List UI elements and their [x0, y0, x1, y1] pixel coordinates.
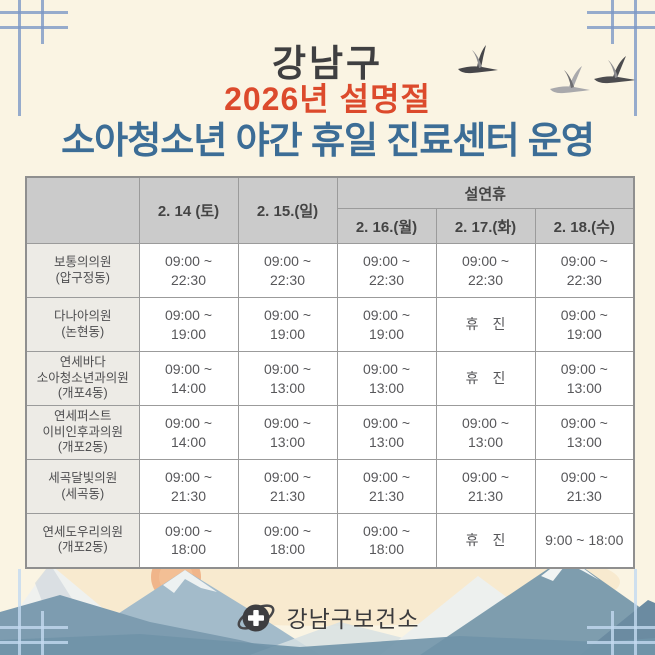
table-row: 세곡달빛의원 (세곡동) 09:00 ~ 21:30 09:00 ~ 21:30… — [25, 459, 635, 514]
col-header-tue: 2. 17.(화) — [435, 208, 536, 244]
time-cell: 09:00 ~ 14:00 — [138, 405, 239, 460]
table-row: 보통의의원 (압구정동) 09:00 ~ 22:30 09:00 ~ 22:30… — [25, 243, 635, 298]
hospital-name: 세곡달빛의원 (세곡동) — [25, 459, 140, 514]
holiday-group-header: 설연휴 — [336, 176, 635, 209]
corner-cell — [25, 176, 140, 244]
col-header-wed: 2. 18.(수) — [534, 208, 635, 244]
hospital-name: 보통의의원 (압구정동) — [25, 243, 140, 298]
closed-cell: 휴 진 — [435, 297, 536, 352]
time-cell: 09:00 ~ 21:30 — [138, 459, 239, 514]
time-cell: 09:00 ~ 21:30 — [336, 459, 437, 514]
closed-cell: 휴 진 — [435, 351, 536, 406]
col-header-sun: 2. 15.(일) — [237, 176, 338, 244]
time-cell: 09:00 ~ 13:00 — [336, 351, 437, 406]
hospital-name: 연세도우리의원 (개포2동) — [25, 513, 140, 568]
time-cell: 09:00 ~ 22:30 — [138, 243, 239, 298]
time-cell: 09:00 ~ 13:00 — [237, 405, 338, 460]
time-cell: 09:00 ~ 21:30 — [534, 459, 635, 514]
closed-cell: 휴 진 — [435, 513, 536, 568]
medical-cross-circle-icon — [237, 604, 274, 632]
time-cell: 09:00 ~ 13:00 — [534, 351, 635, 406]
time-cell: 09:00 ~ 18:00 — [336, 513, 437, 568]
table-row: 연세도우리의원 (개포2동) 09:00 ~ 18:00 09:00 ~ 18:… — [25, 513, 635, 568]
time-cell: 09:00 ~ 13:00 — [534, 405, 635, 460]
table-row: 다나아의원 (논현동) 09:00 ~ 19:00 09:00 ~ 19:00 … — [25, 297, 635, 352]
time-cell: 09:00 ~ 13:00 — [336, 405, 437, 460]
time-cell: 09:00 ~ 14:00 — [138, 351, 239, 406]
time-cell: 09:00 ~ 22:30 — [435, 243, 536, 298]
time-cell: 09:00 ~ 19:00 — [534, 297, 635, 352]
hospital-name: 연세퍼스트 이비인후과의원 (개포2동) — [25, 405, 140, 460]
schedule-table: 2. 14 (토) 2. 15.(일) 설연휴 2. 16.(월) 2. 17.… — [25, 176, 636, 569]
time-cell: 9:00 ~ 18:00 — [534, 513, 635, 568]
time-cell: 09:00 ~ 18:00 — [138, 513, 239, 568]
time-cell: 09:00 ~ 19:00 — [237, 297, 338, 352]
page-title-subject: 소아청소년 야간 휴일 진료센터 운영 — [61, 120, 595, 161]
time-cell: 09:00 ~ 22:30 — [336, 243, 437, 298]
col-header-sat: 2. 14 (토) — [138, 176, 239, 244]
time-cell: 09:00 ~ 13:00 — [237, 351, 338, 406]
page-title-district: 강남구 — [271, 43, 384, 84]
hospital-name: 다나아의원 (논현동) — [25, 297, 140, 352]
col-header-mon: 2. 16.(월) — [336, 208, 437, 244]
health-center-name: 강남구보건소 — [286, 606, 420, 632]
footer-logo: 강남구보건소 — [0, 597, 655, 637]
crane-icons — [458, 45, 636, 94]
time-cell: 09:00 ~ 19:00 — [336, 297, 437, 352]
hospital-name: 연세바다 소아청소년과의원 (개포4동) — [25, 351, 140, 406]
table-row: 연세바다 소아청소년과의원 (개포4동) 09:00 ~ 14:00 09:00… — [25, 351, 635, 406]
time-cell: 09:00 ~ 22:30 — [534, 243, 635, 298]
time-cell: 09:00 ~ 21:30 — [237, 459, 338, 514]
time-cell: 09:00 ~ 19:00 — [138, 297, 239, 352]
time-cell: 09:00 ~ 22:30 — [237, 243, 338, 298]
time-cell: 09:00 ~ 21:30 — [435, 459, 536, 514]
table-row: 연세퍼스트 이비인후과의원 (개포2동) 09:00 ~ 14:00 09:00… — [25, 405, 635, 460]
time-cell: 09:00 ~ 13:00 — [435, 405, 536, 460]
page-title-event: 2026년 설명절 — [224, 81, 431, 117]
time-cell: 09:00 ~ 18:00 — [237, 513, 338, 568]
